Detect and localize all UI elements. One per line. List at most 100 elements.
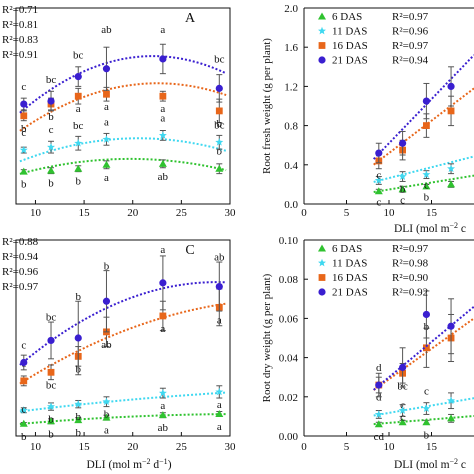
data-point-d21: [215, 84, 223, 92]
data-point-d6: [215, 164, 224, 172]
plot-frame: [15, 7, 231, 205]
series-d6: b b b a ab b: [19, 146, 227, 191]
significance-letter: a: [160, 103, 165, 115]
series-d11: c b c: [373, 155, 474, 196]
legend-series-name: 11 DAS: [332, 26, 367, 38]
panel-d: 0 5 10 15 0.00 0.02 0.04 0.06 0.08 0.10 DLI (mol m…: [261, 235, 474, 471]
x-tick-label: 15: [426, 441, 438, 453]
y-axis-label: Root dry weight (g per plant): [261, 273, 273, 402]
x-axis-label-end: ): [168, 459, 172, 471]
x-tick-label: 10: [384, 441, 396, 453]
legend-marker-d21: [318, 56, 326, 64]
fit-curve-d16: [373, 87, 474, 166]
panel-letter: C: [185, 243, 194, 258]
significance-letter: b: [76, 427, 82, 439]
series-d11: c c bc a a bc: [19, 112, 227, 163]
significance-letter: bc: [46, 74, 57, 86]
fit-curve-d16: [373, 317, 474, 391]
data-point-d11: [398, 172, 407, 180]
significance-letter: ab: [158, 422, 169, 434]
significance-letter: b: [21, 179, 27, 191]
y-tick-label: 0.04: [279, 353, 299, 365]
significance-letter: b: [104, 260, 110, 272]
legend-r2: R²=0.90: [392, 272, 429, 284]
significance-letter: ab: [101, 339, 112, 351]
legend-entry: 16 DAS R²=0.90: [318, 272, 429, 284]
significance-letter: b: [217, 118, 223, 130]
significance-letter: c: [21, 403, 26, 415]
data-point-d11: [374, 176, 383, 184]
legend-r2: R²=0.92: [392, 287, 428, 299]
y-tick-label: 0.00: [279, 431, 299, 443]
legend-entry: 6 DAS R²=0.97: [318, 11, 429, 23]
significance-letter: b: [217, 146, 223, 158]
data-point-d16: [74, 92, 82, 100]
legend-entry: 21 DAS R²=0.92: [318, 287, 428, 299]
series-d21: c bc b b a ab: [19, 244, 227, 376]
data-point-d16: [103, 90, 110, 98]
legend-series-name: 16 DAS: [332, 40, 368, 52]
y-tick-label: 0.0: [284, 199, 298, 211]
significance-letter: b: [76, 291, 82, 303]
significance-letter: c: [21, 340, 26, 352]
significance-letter: ab: [214, 252, 225, 264]
data-point-d11: [398, 406, 407, 414]
r2-label: R²=0.71: [2, 4, 38, 16]
x-tick-label: 25: [176, 441, 188, 453]
x-tick-label: 20: [127, 441, 139, 453]
significance-letter: a: [104, 172, 109, 184]
significance-letter: bc: [46, 311, 57, 323]
x-axis-label-sup2: −1: [159, 457, 168, 466]
legend-entry: 21 DAS R²=0.94: [318, 55, 429, 67]
x-tick-label: 15: [79, 441, 91, 453]
x-axis-label: DLI (mol m−2 c: [394, 457, 466, 471]
data-point-d16: [423, 122, 430, 129]
data-point-d6: [47, 417, 56, 425]
legend-series-name: 21 DAS: [332, 287, 368, 299]
data-point-d16: [47, 368, 55, 376]
significance-letter: c: [376, 196, 381, 208]
legend-series-name: 11 DAS: [332, 258, 367, 270]
fit-curve-d16: [19, 82, 227, 132]
data-point-d11: [102, 397, 111, 406]
significance-letter: a: [104, 101, 109, 113]
legend-marker-d11: [318, 26, 326, 35]
significance-letter: a: [104, 116, 109, 128]
data-point-d6: [422, 418, 431, 426]
r2-label: R²=0.88: [2, 236, 39, 248]
x-tick-label: 10: [30, 441, 42, 453]
legend-series-name: 21 DAS: [332, 55, 368, 67]
data-point-d11: [422, 404, 431, 412]
significance-letter: bc: [73, 50, 84, 62]
significance-letter: c: [21, 127, 26, 139]
data-point-d11: [19, 406, 28, 414]
data-point-d6: [102, 413, 111, 421]
significance-letter: b: [104, 409, 110, 421]
data-point-d16: [159, 92, 167, 100]
x-axis-label: DLI (mol m−2 d−1): [86, 457, 171, 471]
data-point-d16: [423, 344, 430, 352]
legend-r2: R²=0.94: [392, 55, 429, 67]
significance-letter: a: [160, 24, 165, 36]
legend-marker-d11: [318, 258, 326, 267]
r2-label: R²=0.97: [2, 281, 39, 293]
data-point-d6: [215, 409, 224, 417]
data-point-d6: [447, 414, 456, 422]
y-tick-label: 2.0: [284, 3, 298, 15]
x-tick-label: 0: [301, 441, 307, 453]
fit-curve-d11: [373, 155, 474, 183]
x-axis-label-sup: −2: [450, 457, 459, 466]
data-point-d6: [158, 159, 167, 167]
significance-letter: c: [376, 169, 381, 181]
significance-letter: bc: [214, 119, 225, 131]
x-axis-label-tail: c: [458, 459, 466, 471]
y-tick-label: 1.6: [284, 42, 298, 54]
significance-letter: a: [160, 400, 165, 412]
legend-entry: 11 DAS R²=0.98: [318, 258, 429, 270]
y-tick-label: 0.08: [279, 274, 299, 286]
data-point-d6: [398, 418, 407, 426]
data-point-d11: [102, 135, 111, 143]
x-axis-label-sup: −2: [450, 221, 459, 230]
data-point-d11: [74, 139, 83, 147]
fit-curve-d21: [19, 55, 227, 114]
